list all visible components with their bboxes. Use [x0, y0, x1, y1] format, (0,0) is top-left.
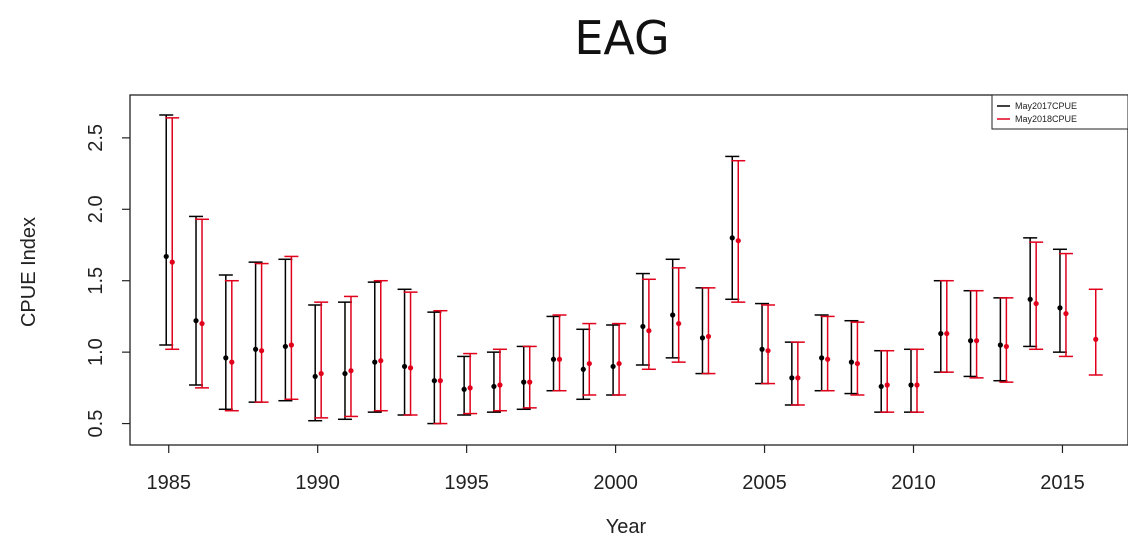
- series-0-point-17: [670, 312, 676, 318]
- y-tick-label-1: 1.0: [85, 338, 107, 366]
- series-0-point-7: [372, 359, 378, 365]
- series-0-point-26: [938, 330, 944, 337]
- legend-label-0: May2017CPUE: [1015, 101, 1077, 111]
- series-1-point-25: [914, 382, 920, 388]
- plot-frame: [129, 94, 1128, 446]
- series-1-point-1: [199, 320, 205, 327]
- series-1-point-24: [884, 382, 890, 388]
- series-0-point-30: [1057, 305, 1063, 311]
- series-0-point-23: [848, 359, 855, 365]
- series-0-point-20: [759, 346, 765, 352]
- y-axis-label: CPUE Index: [18, 217, 40, 327]
- y-tick-label-4: 2.5: [85, 124, 107, 152]
- series-0-point-9: [431, 378, 437, 384]
- series-1-point-6: [348, 368, 354, 374]
- series-1-point-11: [497, 382, 503, 388]
- series-0-point-13: [550, 356, 557, 362]
- series-1: [165, 117, 1103, 425]
- series-1-point-10: [467, 385, 473, 391]
- series-1-point-29: [1033, 300, 1039, 307]
- series-0-point-8: [401, 363, 408, 370]
- series-1-point-9: [437, 378, 443, 384]
- series-0-point-19: [729, 235, 735, 241]
- series-1-point-14: [586, 360, 592, 367]
- chart-title: EAG: [574, 11, 669, 65]
- series-0-point-12: [521, 379, 527, 385]
- series-0-point-15: [610, 363, 616, 370]
- series-0-point-27: [967, 338, 974, 344]
- series-1-point-23: [854, 360, 861, 367]
- x-tick-label-0: 1985: [146, 472, 191, 494]
- series-0-point-5: [312, 373, 318, 380]
- series-1-point-16: [646, 328, 652, 334]
- series-1-point-28: [1003, 343, 1009, 350]
- legend-box: [991, 94, 1128, 130]
- series-0: [159, 114, 1067, 425]
- series-0-point-25: [908, 382, 914, 388]
- y-tick-label-3: 2.0: [85, 195, 107, 223]
- y-tick-label-2: 1.5: [85, 267, 107, 295]
- series-1-point-8: [407, 365, 414, 371]
- x-tick-label-6: 2015: [1040, 472, 1085, 494]
- series-1-point-15: [616, 360, 622, 367]
- legend: May2017CPUE May2018CPUE: [991, 94, 1128, 130]
- series-1-point-7: [378, 358, 384, 364]
- series-1-point-26: [944, 330, 950, 337]
- legend-label-1: May2018CPUE: [1015, 114, 1077, 124]
- series-1-point-20: [765, 348, 771, 354]
- series-0-point-16: [640, 323, 646, 330]
- series-1-point-0: [169, 259, 175, 265]
- series-1-point-2: [229, 359, 235, 365]
- series-1-point-5: [318, 370, 324, 377]
- x-axis: 1985 1990 1995 2000 2005 2010 2015: [146, 445, 1085, 494]
- series-1-point-31: [1093, 336, 1099, 342]
- series-1-point-13: [556, 356, 563, 362]
- series-0-point-3: [253, 346, 259, 352]
- series-1-point-18: [705, 333, 712, 340]
- series-0-point-1: [193, 318, 199, 324]
- series-0-point-11: [491, 383, 497, 390]
- series-1-point-22: [825, 356, 831, 362]
- series-0-point-2: [223, 355, 229, 361]
- series-0-point-28: [997, 342, 1003, 348]
- y-tick-label-0: 0.5: [85, 410, 107, 438]
- x-tick-label-4: 2005: [742, 472, 787, 494]
- series-1-point-27: [973, 338, 980, 344]
- series-0-point-21: [789, 375, 795, 381]
- series-1-point-12: [527, 379, 533, 385]
- series-1-point-30: [1063, 310, 1069, 317]
- x-tick-label-1: 1990: [295, 472, 340, 494]
- series-1-point-21: [795, 375, 801, 381]
- series-1-point-17: [676, 320, 682, 327]
- series-0-point-24: [878, 383, 884, 390]
- series-0-point-14: [580, 366, 586, 372]
- series-layer: [159, 114, 1103, 425]
- series-0-point-10: [461, 386, 467, 392]
- series-0-point-18: [699, 335, 706, 341]
- y-axis: 0.5 1.0 1.5 2.0 2.5: [85, 124, 130, 438]
- x-tick-label-2: 1995: [444, 472, 489, 494]
- series-0-point-4: [282, 343, 288, 350]
- series-0-point-0: [163, 253, 169, 260]
- series-1-point-3: [259, 348, 265, 354]
- series-0-point-6: [342, 370, 348, 377]
- series-0-point-22: [819, 355, 825, 361]
- series-0-point-29: [1027, 296, 1033, 302]
- series-1-point-4: [288, 342, 294, 348]
- series-1-point-19: [735, 238, 741, 244]
- x-tick-label-5: 2010: [891, 472, 936, 494]
- x-tick-label-3: 2000: [593, 472, 638, 494]
- x-axis-label: Year: [606, 516, 647, 538]
